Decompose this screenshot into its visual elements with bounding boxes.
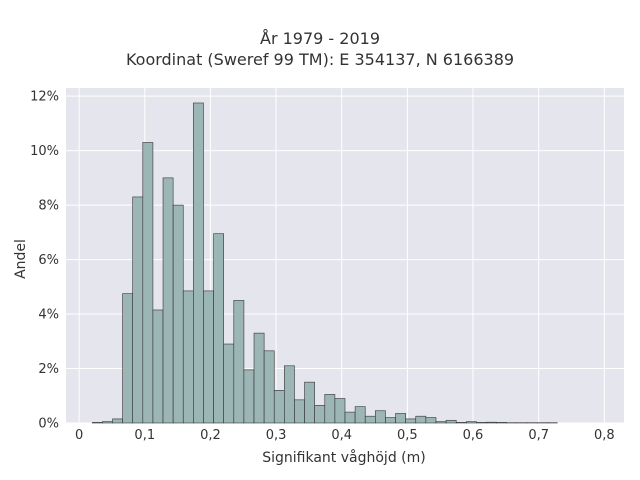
histogram-bar [102, 421, 113, 424]
histogram-bar [233, 300, 245, 424]
x-axis-label: Signifikant våghöjd (m) [262, 449, 425, 466]
histogram-bar [223, 343, 235, 424]
y-tick-label: 4% [38, 308, 59, 323]
histogram-bar [385, 417, 396, 424]
histogram-bar [334, 398, 346, 424]
histogram-bar [476, 422, 487, 424]
x-tick-label: 0,2 [200, 428, 221, 443]
histogram-bar [466, 421, 477, 424]
y-tick-label: 8% [38, 199, 59, 214]
histogram-bar [415, 415, 427, 424]
y-tick-label: 0% [38, 417, 59, 432]
histogram-bar [182, 290, 194, 424]
histogram-bar [203, 290, 214, 424]
histogram-bar [213, 233, 224, 424]
y-tick-label: 6% [38, 253, 59, 268]
y-tick-label: 10% [30, 144, 59, 159]
x-tick-label: 0,3 [266, 428, 287, 443]
x-tick-label: 0,8 [594, 428, 615, 443]
histogram-bar [314, 404, 326, 424]
histogram-bar [112, 418, 123, 424]
histogram-bar [344, 411, 356, 424]
y-axis-label: Andel [13, 239, 29, 279]
histogram-bar [324, 394, 336, 424]
histogram-bar [172, 204, 184, 424]
histogram-bar [425, 417, 437, 424]
x-tick-label: 0,1 [134, 428, 155, 443]
x-tick-label: 0,5 [397, 428, 418, 443]
histogram-bar [162, 177, 174, 424]
x-axis-ticks: 0 0,1 0,2 0,3 0,4 0,5 0,6 0,7 0,8 [75, 428, 615, 443]
histogram-bar [486, 421, 497, 424]
histogram-bar [243, 369, 255, 424]
y-tick-label: 2% [38, 362, 59, 377]
x-tick-label: 0,7 [528, 428, 549, 443]
y-tick-label: 12% [30, 90, 59, 105]
histogram-bar [193, 102, 204, 424]
histogram-bar [142, 142, 154, 424]
bars [91, 102, 558, 424]
histogram-bar [132, 196, 144, 424]
histogram-bar [122, 293, 133, 424]
x-tick-label: 0,6 [463, 428, 484, 443]
histogram-bar [375, 410, 386, 424]
histogram-bar [273, 390, 285, 424]
x-tick-label: 0,4 [331, 428, 352, 443]
histogram-bar [445, 419, 457, 424]
chart-subtitle: Koordinat (Sweref 99 TM): E 354137, N 61… [125, 50, 515, 69]
histogram-bar [455, 422, 467, 424]
histogram-bar [304, 381, 315, 424]
histogram-bar [395, 413, 406, 424]
histogram-bar [284, 365, 295, 424]
x-tick-label: 0 [75, 428, 83, 443]
chart-title: År 1979 - 2019 [260, 29, 380, 48]
y-axis-ticks: 0% 2% 4% 6% 8% 10% 12% [30, 90, 59, 432]
histogram-bar [435, 421, 447, 424]
histogram-bar [364, 415, 376, 424]
histogram-bar [294, 399, 305, 424]
histogram-bar [91, 422, 103, 424]
histogram-bar [405, 418, 417, 424]
histogram-bar [496, 422, 508, 424]
histogram-bar [152, 309, 164, 424]
histogram-bar [354, 406, 366, 424]
histogram-bar [253, 332, 265, 424]
histogram-bar [263, 350, 275, 424]
